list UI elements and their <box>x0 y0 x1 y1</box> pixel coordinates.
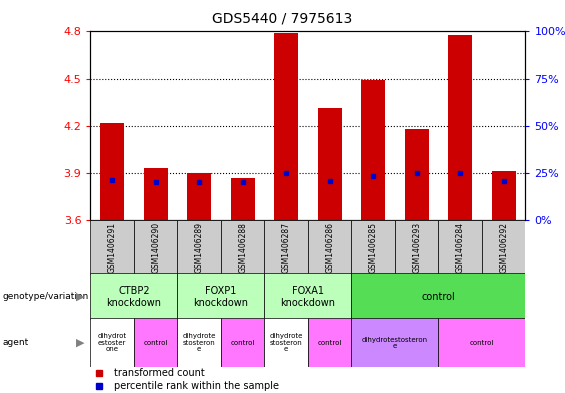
Bar <box>318 108 342 220</box>
Text: GSM1406285: GSM1406285 <box>369 222 377 273</box>
Bar <box>221 318 264 367</box>
Text: GSM1406290: GSM1406290 <box>151 222 160 273</box>
Bar <box>438 318 525 367</box>
Text: GSM1406292: GSM1406292 <box>499 222 508 273</box>
Bar <box>274 33 298 220</box>
Bar <box>177 273 264 320</box>
Bar <box>264 273 351 320</box>
Bar <box>351 273 525 320</box>
Bar <box>264 220 308 275</box>
Bar <box>351 220 395 275</box>
Bar <box>405 129 429 220</box>
Text: FOXP1
knockdown: FOXP1 knockdown <box>193 286 249 307</box>
Text: dihydrote
stosteron
e: dihydrote stosteron e <box>182 333 216 353</box>
Text: FOXA1
knockdown: FOXA1 knockdown <box>280 286 336 307</box>
Text: genotype/variation: genotype/variation <box>3 292 89 301</box>
Bar <box>482 220 525 275</box>
Text: control: control <box>144 340 168 346</box>
Text: dihydrotestosteron
e: dihydrotestosteron e <box>362 337 428 349</box>
Bar <box>90 273 177 320</box>
Text: ▶: ▶ <box>76 292 85 302</box>
Bar <box>177 318 221 367</box>
Text: agent: agent <box>3 338 29 347</box>
Text: ▶: ▶ <box>76 338 85 348</box>
Text: GDS5440 / 7975613: GDS5440 / 7975613 <box>212 12 353 26</box>
Bar <box>438 220 482 275</box>
Text: GSM1406291: GSM1406291 <box>108 222 116 273</box>
Text: dihydrot
estoster
one: dihydrot estoster one <box>98 333 127 353</box>
Bar <box>134 318 177 367</box>
Text: GSM1406289: GSM1406289 <box>195 222 203 273</box>
Bar <box>308 220 351 275</box>
Bar <box>361 80 385 220</box>
Text: GSM1406286: GSM1406286 <box>325 222 334 273</box>
Bar <box>264 318 308 367</box>
Bar <box>100 123 124 220</box>
Bar <box>90 318 134 367</box>
Bar <box>187 173 211 220</box>
Text: control: control <box>421 292 455 302</box>
Bar <box>308 318 351 367</box>
Text: transformed count: transformed count <box>114 368 205 378</box>
Bar <box>177 220 221 275</box>
Text: percentile rank within the sample: percentile rank within the sample <box>114 381 279 391</box>
Text: GSM1406284: GSM1406284 <box>456 222 464 273</box>
Bar <box>134 220 177 275</box>
Bar <box>90 220 134 275</box>
Text: control: control <box>231 340 255 346</box>
Bar <box>351 318 438 367</box>
Text: control: control <box>318 340 342 346</box>
Text: CTBP2
knockdown: CTBP2 knockdown <box>106 286 162 307</box>
Bar <box>492 171 516 220</box>
Text: dihydrote
stosteron
e: dihydrote stosteron e <box>270 333 303 353</box>
Text: GSM1406293: GSM1406293 <box>412 222 421 273</box>
Bar <box>448 35 472 220</box>
Text: control: control <box>470 340 494 346</box>
Bar <box>231 178 255 220</box>
Bar <box>221 220 264 275</box>
Text: GSM1406287: GSM1406287 <box>282 222 290 273</box>
Bar <box>144 168 168 220</box>
Bar <box>395 220 438 275</box>
Text: GSM1406288: GSM1406288 <box>238 222 247 273</box>
